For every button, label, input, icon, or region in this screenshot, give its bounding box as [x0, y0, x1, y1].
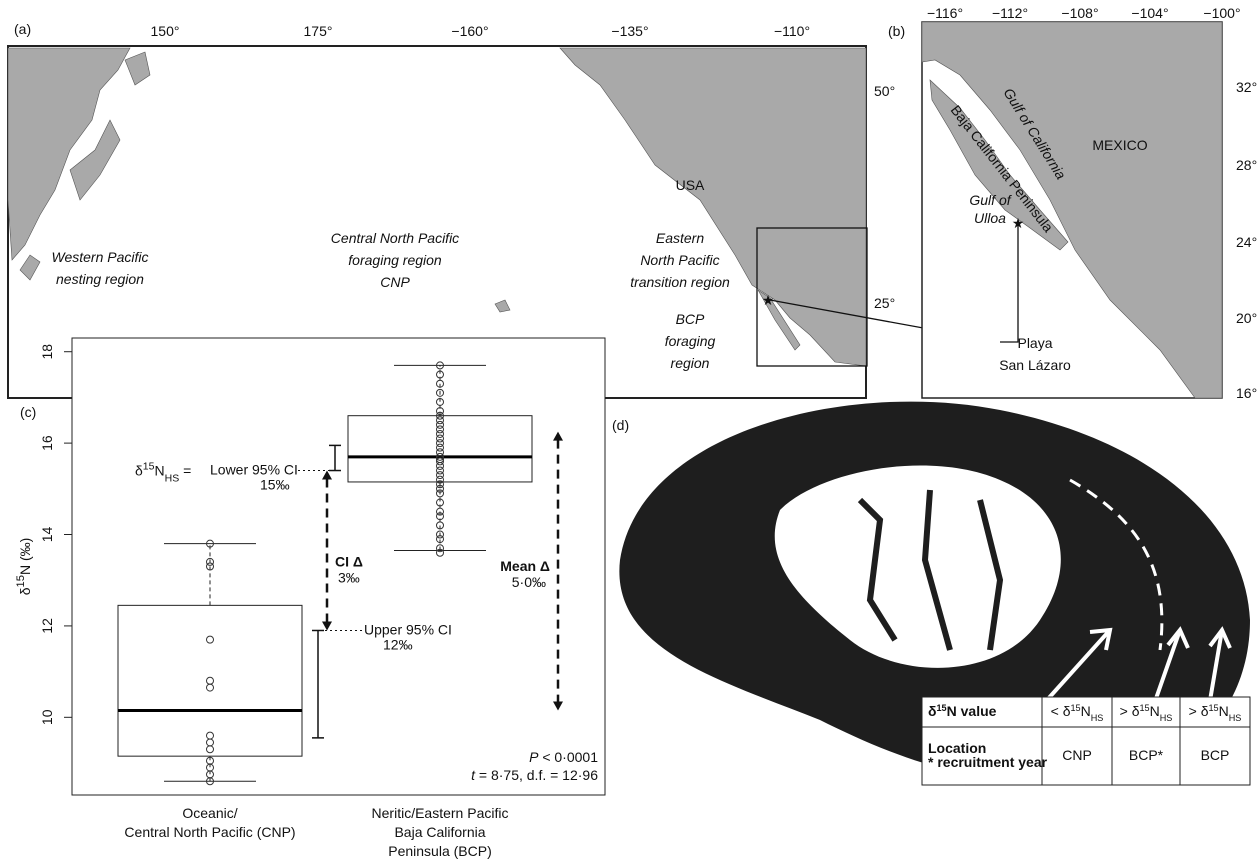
text-run: N	[1219, 703, 1229, 719]
region-label: foraging	[665, 333, 716, 349]
region-label: Central North Pacific	[331, 230, 459, 246]
text-run: > δ	[1189, 703, 1209, 719]
text-run: δ	[928, 703, 937, 719]
panel-label: (b)	[888, 23, 905, 39]
text-run: = 8·75, d.f. = 12·96	[475, 767, 598, 783]
text-run: < δ	[1051, 703, 1071, 719]
table-cell: BCP*	[1129, 747, 1164, 763]
text-run: CNP	[1062, 747, 1092, 763]
y-tick-label: 18	[39, 344, 55, 360]
country-label: MEXICO	[1092, 137, 1147, 153]
box	[118, 605, 302, 756]
superscript: 15	[1070, 703, 1080, 713]
y-tick-label: 14	[39, 527, 55, 543]
region-label: Eastern	[656, 230, 704, 246]
text-run: N	[154, 463, 164, 479]
superscript: 15	[15, 575, 27, 587]
text-run: BCP*	[1129, 747, 1164, 763]
region-label: BCP	[676, 311, 705, 327]
y-tick-label: 12	[39, 618, 55, 634]
lat-tick-label: 28°	[1236, 157, 1257, 173]
text-run: BCP	[1201, 747, 1230, 763]
ci-label: Lower 95% CI	[210, 462, 298, 478]
lon-tick-label: −160°	[451, 23, 488, 39]
table-cell: * recruitment year	[928, 754, 1048, 770]
lat-tick-label: 24°	[1236, 234, 1257, 250]
site-label: San Lázaro	[999, 357, 1071, 373]
x-tick-label: Peninsula (BCP)	[388, 843, 492, 859]
y-tick-label: 16	[39, 435, 55, 451]
region-label: foraging region	[348, 252, 442, 268]
stats-label: P < 0·0001	[529, 749, 598, 765]
lon-tick-label: −104°	[1131, 5, 1168, 21]
ci-label: 15‰	[260, 477, 290, 493]
text-run: N value	[947, 703, 997, 719]
lat-tick-label: 50°	[874, 83, 895, 99]
lon-tick-label: −112°	[992, 5, 1028, 21]
lon-tick-label: −135°	[611, 23, 648, 39]
region-label: Western Pacific	[52, 249, 149, 265]
y-tick-label: 10	[39, 709, 55, 725]
x-tick-label: Baja California	[394, 824, 485, 840]
lat-tick-label: 25°	[874, 295, 895, 311]
lagoon-label: Gulf of	[969, 192, 1012, 208]
text-run: N	[1081, 703, 1091, 719]
panel-label: (d)	[612, 417, 629, 433]
ci-delta-label: CI Δ	[335, 554, 363, 570]
region-label: CNP	[380, 274, 410, 290]
region-label: North Pacific	[640, 252, 719, 268]
text-run: =	[179, 463, 191, 479]
x-tick-label: Oceanic/	[182, 805, 237, 821]
lon-tick-label: −108°	[1061, 5, 1098, 21]
superscript: 15	[143, 461, 155, 473]
text-run: N	[1150, 703, 1160, 719]
lon-tick-label: −110°	[774, 23, 810, 39]
lon-tick-label: −116°	[927, 5, 963, 21]
ci-label: 12‰	[383, 636, 413, 652]
superscript: 15	[1208, 703, 1218, 713]
ci-delta-label: 3‰	[338, 570, 360, 586]
ci-label: Upper 95% CI	[364, 621, 452, 637]
text-run: δ	[17, 587, 33, 595]
lon-tick-label: 175°	[304, 23, 333, 39]
subscript: HS	[1229, 713, 1242, 723]
superscript: 15	[1139, 703, 1149, 713]
mean-delta-label: 5·0‰	[512, 574, 546, 590]
stats-label: t = 8·75, d.f. = 12·96	[471, 767, 598, 783]
lat-tick-label: 32°	[1236, 79, 1257, 95]
subscript: HS	[1160, 713, 1173, 723]
region-label: nesting region	[56, 271, 144, 287]
panel-label: (a)	[14, 21, 31, 37]
text-run: δ	[135, 463, 143, 479]
mean-delta-label: Mean Δ	[500, 558, 550, 574]
subscript: HS	[165, 473, 180, 485]
lat-tick-label: 16°	[1236, 385, 1257, 401]
text-run: * recruitment year	[928, 754, 1048, 770]
region-label: transition region	[630, 274, 730, 290]
text-run: < 0·0001	[538, 749, 598, 765]
site-label: Playa	[1017, 335, 1052, 351]
text-run: > δ	[1120, 703, 1140, 719]
lon-tick-label: 150°	[151, 23, 180, 39]
superscript: 15	[937, 703, 947, 713]
country-label: USA	[676, 177, 705, 193]
text-run: N (‰)	[17, 538, 33, 575]
subscript: HS	[1091, 713, 1104, 723]
lon-tick-label: −100°	[1203, 5, 1240, 21]
table-cell: BCP	[1201, 747, 1230, 763]
lagoon-label: Ulloa	[974, 210, 1006, 226]
x-tick-label: Central North Pacific (CNP)	[124, 824, 295, 840]
table-cell: CNP	[1062, 747, 1092, 763]
panel-label: (c)	[20, 404, 36, 420]
lat-tick-label: 20°	[1236, 310, 1257, 326]
region-label: region	[671, 355, 710, 371]
figure: ★ ★ (a)150°175°−160°−135°−110°50°25°West…	[0, 0, 1258, 862]
x-tick-label: Neritic/Eastern Pacific	[372, 805, 509, 821]
